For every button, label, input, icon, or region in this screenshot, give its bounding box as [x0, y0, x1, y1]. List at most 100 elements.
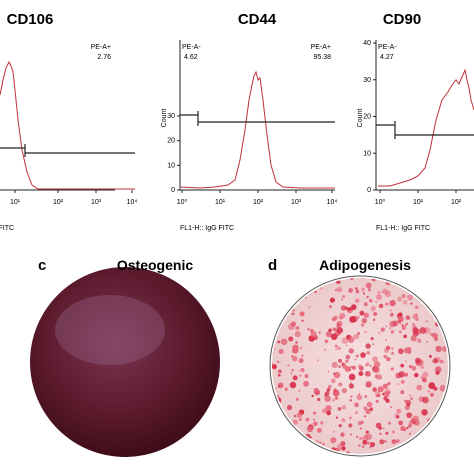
speckle: [298, 358, 304, 364]
speckle: [372, 343, 375, 345]
speckle: [313, 418, 316, 421]
speckle: [292, 309, 295, 312]
speckle: [416, 334, 419, 337]
x-tick-label: 10⁴: [327, 199, 338, 206]
speckle: [341, 337, 349, 344]
speckle: [317, 397, 321, 402]
speckle: [385, 431, 389, 435]
speckle: [379, 439, 385, 445]
speckle: [375, 373, 382, 380]
speckle: [291, 312, 295, 316]
speckle: [373, 361, 381, 368]
speckle: [384, 290, 392, 298]
speckle: [298, 370, 301, 372]
speckle: [333, 372, 336, 376]
speckle: [330, 437, 337, 444]
speckle: [391, 347, 394, 350]
speckle: [382, 392, 385, 396]
speckle: [412, 323, 415, 326]
speckle: [298, 418, 302, 422]
speckle: [340, 305, 347, 311]
speckle: [357, 331, 361, 335]
speckle: [310, 331, 317, 338]
speckle: [334, 288, 338, 292]
speckle: [383, 440, 387, 443]
speckle: [369, 446, 372, 449]
panel-title: CD44: [238, 11, 277, 28]
speckle: [420, 365, 425, 369]
x-tick-label: 10²: [253, 199, 264, 206]
speckle: [328, 328, 332, 332]
speckle: [373, 279, 376, 282]
speckle: [355, 289, 360, 294]
x-tick-label: 10³: [91, 199, 102, 206]
speckle: [411, 366, 417, 371]
y-axis-label: Count: [161, 109, 168, 128]
panel-title: Osteogenic: [117, 257, 193, 273]
speckle: [385, 393, 390, 398]
speckle: [354, 358, 357, 361]
speckle: [287, 364, 290, 367]
speckle: [421, 409, 428, 416]
speckle: [385, 345, 391, 350]
speckle: [369, 365, 372, 367]
speckle: [398, 312, 403, 317]
speckle: [345, 359, 349, 363]
speckle: [345, 354, 351, 360]
speckle: [397, 383, 400, 386]
speckle: [325, 331, 332, 338]
speckle: [342, 295, 346, 298]
speckle: [340, 432, 345, 437]
x-tick-label: 10²: [451, 199, 462, 206]
x-tick-label: 10²: [53, 199, 64, 206]
speckle: [427, 390, 431, 393]
speckle: [414, 372, 419, 378]
speckle: [314, 290, 317, 294]
speckle: [408, 364, 413, 369]
speckle: [403, 428, 406, 432]
speckle: [364, 394, 368, 398]
panel-letter: c: [38, 257, 46, 274]
speckle: [373, 366, 380, 374]
speckle: [361, 318, 368, 324]
speckle: [292, 419, 298, 425]
speckle: [363, 312, 369, 318]
y-axis-label: Count: [357, 109, 364, 128]
speckle: [424, 378, 427, 382]
speckle: [359, 310, 365, 316]
speckle: [331, 378, 336, 384]
speckle: [349, 368, 351, 371]
panel-title: Adipogenesis: [319, 257, 411, 273]
speckle: [400, 390, 405, 395]
speckle: [300, 368, 305, 373]
speckle: [295, 341, 298, 344]
speckle: [334, 344, 338, 348]
speckle: [284, 387, 288, 391]
x-axis-label: FL1-H:: IgG FITC: [180, 225, 234, 232]
speckle: [410, 397, 413, 400]
speckle: [350, 433, 352, 436]
speckle: [360, 323, 365, 327]
speckle: [366, 441, 370, 445]
speckle: [299, 374, 302, 377]
speckle: [385, 339, 387, 341]
x-axis-label: FL1-H:: IgG FITC: [376, 225, 430, 232]
speckle: [337, 406, 342, 411]
speckle: [398, 420, 404, 426]
speckle: [330, 333, 338, 340]
speckle: [347, 307, 352, 311]
speckle: [337, 346, 341, 351]
speckle: [367, 371, 371, 375]
speckle: [370, 337, 374, 341]
speckle: [344, 306, 348, 310]
x-tick-label: 10¹: [10, 199, 21, 206]
speckle: [299, 311, 305, 317]
speckle: [289, 381, 297, 389]
y-tick-label: 30: [363, 77, 371, 84]
speckle: [400, 379, 405, 385]
speckle: [348, 288, 353, 293]
speckle: [356, 315, 360, 319]
speckle: [336, 326, 339, 329]
speckle: [344, 365, 351, 373]
speckle: [392, 320, 399, 327]
